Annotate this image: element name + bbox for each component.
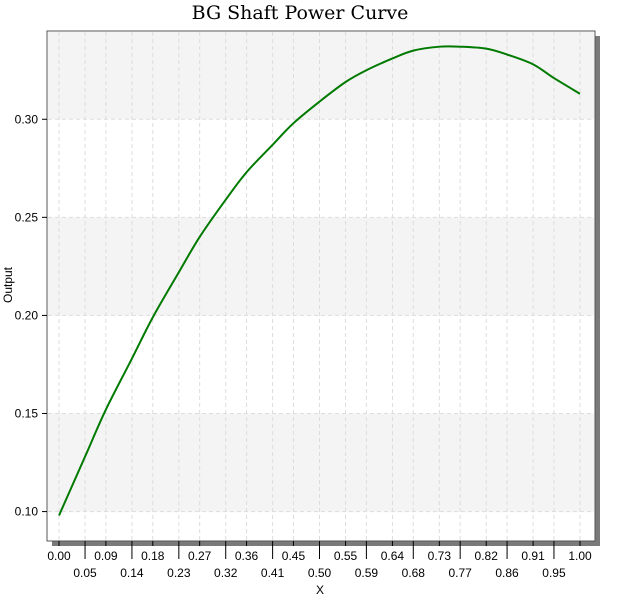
y-axis: 0.10 0.15 0.20 0.25 0.30 (15, 112, 47, 519)
y-tick-label: 0.30 (15, 112, 39, 126)
grid-lines (48, 32, 594, 540)
x-tick-label: 0.82 (475, 549, 499, 563)
plot-band (48, 413, 594, 512)
x-tick-label: 0.77 (448, 566, 472, 580)
plot-band (48, 511, 594, 540)
x-tick-label: 0.64 (381, 549, 405, 563)
x-axis: 0.000.05 0.090.14 0.180.23 0.270.32 0.360.41… (47, 541, 592, 580)
y-axis-label: Output (1, 266, 15, 303)
x-tick-label: 0.36 (235, 549, 259, 563)
x-tick-label: 0.91 (521, 549, 545, 563)
chart-title: BG Shaft Power Curve (192, 2, 409, 24)
plot-band (48, 315, 594, 414)
x-tick-label: 0.50 (308, 566, 332, 580)
x-tick-label: 0.59 (355, 566, 379, 580)
x-axis-label: X (316, 583, 324, 597)
x-tick-label: 0.45 (282, 549, 306, 563)
x-tick-label: 0.05 (73, 566, 97, 580)
y-tick-label: 0.25 (15, 210, 39, 224)
x-tick-label: 0.32 (214, 566, 238, 580)
x-tick-label: 0.41 (261, 566, 285, 580)
x-tick-label: 0.23 (167, 566, 191, 580)
y-tick-label: 0.15 (15, 407, 39, 421)
x-tick-label: 0.86 (495, 566, 519, 580)
plot-band (48, 119, 594, 218)
x-tick-label: 0.95 (542, 566, 566, 580)
x-tick-label: 0.18 (141, 549, 165, 563)
x-tick-label: 0.27 (188, 549, 212, 563)
plot-bands (48, 32, 594, 540)
plot-band (48, 32, 594, 120)
x-tick-label: 1.00 (568, 549, 592, 563)
x-tick-label: 0.55 (334, 549, 358, 563)
x-tick-label: 0.00 (47, 549, 71, 563)
y-tick-label: 0.10 (15, 505, 39, 519)
x-tick-label: 0.14 (120, 566, 144, 580)
x-tick-label: 0.73 (428, 549, 452, 563)
x-tick-label: 0.09 (94, 549, 118, 563)
series-line (58, 45, 581, 516)
plot-band (48, 217, 594, 316)
series-line-group (58, 45, 581, 516)
x-tick-label: 0.68 (402, 566, 426, 580)
y-tick-label: 0.20 (15, 308, 39, 322)
